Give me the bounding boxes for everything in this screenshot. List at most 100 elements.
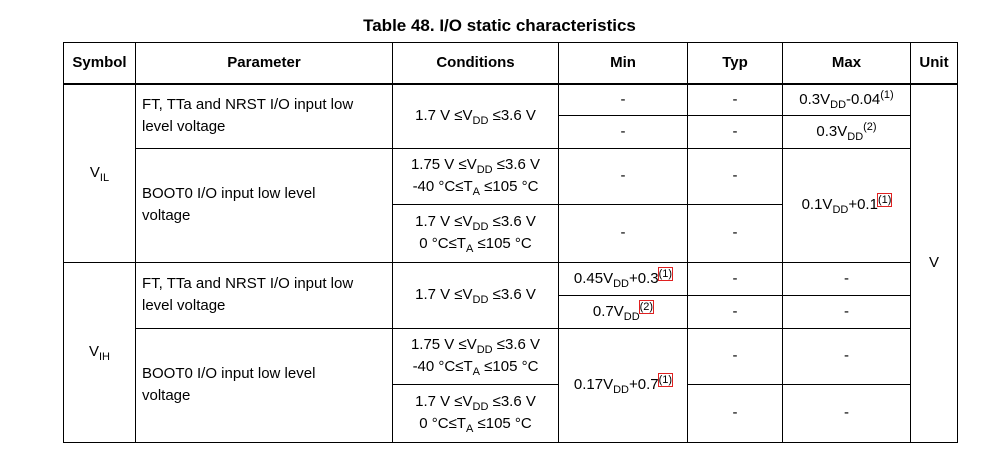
row: BOOT0 I/O input low level voltage 1.75 V … [64,147,958,263]
cell-line: VIH [70,341,129,363]
table-cell: 0.17VDD+0.7(1) [558,327,688,443]
table-cell: - [687,327,783,385]
cell-text: 0 °C≤T [419,235,466,252]
cell-text: +0.3 [629,269,659,287]
cell-line: 1.75 V ≤VDD ≤3.6 V [399,154,552,176]
cell-line: 1.75 V ≤VDD ≤3.6 V [399,334,552,356]
characteristics-table: Symbol Parameter Conditions Min Typ Max … [63,42,958,443]
cell-text: V [88,343,99,360]
cell-line: -40 °C≤TA ≤105 °C [399,176,552,198]
table-cell: 1.75 V ≤VDD ≤3.6 V -40 °C≤TA ≤105 °C [392,147,559,205]
subscript: IH [99,351,110,363]
cell-line: 1.7 V ≤VDD ≤3.6 V [399,105,552,127]
cell-text: 0 °C≤T [419,415,466,432]
table-cell: - [782,294,911,329]
cell-text: ≤105 °C [479,358,539,375]
cell-line: - [789,345,904,367]
cell-text: 1.75 V ≤V [410,336,477,353]
header-cell: Conditions [392,42,559,85]
cell-text: ≤3.6 V [492,336,541,353]
table-cell: - [558,114,688,149]
cell-text: 1.7 V ≤V [415,107,473,125]
header-cell: Parameter [135,42,393,85]
cell-text: level voltage [142,118,226,136]
cell-line: 0.3VDD(2) [789,121,904,143]
cell-text: - [732,224,738,241]
cell-line: V [917,252,951,274]
cell-text: level voltage [142,297,226,314]
cell-line: - [694,402,776,424]
cell-text: ≤105 °C [473,415,532,432]
table-cell: - [687,261,783,296]
subscript: IL [99,172,110,185]
table-cell: FT, TTa and NRST I/O input low level volt… [135,261,393,329]
cell-line: level voltage [142,295,386,317]
subscript: DD [613,384,629,396]
cell-line: 0.1VDD+0.1(1) [789,193,904,216]
cell-text: 0.7V [592,302,624,320]
cell-text: voltage [142,207,191,224]
cell-text: - [620,122,626,140]
cell-text: 0.45V [573,269,614,287]
cell-line: 1.7 V ≤VDD ≤3.6 V [399,211,552,233]
table-cell: - [687,147,783,205]
cell-text: 0.3V [816,122,848,140]
table-cell: V [910,83,958,443]
cell-line: FT, TTa and NRST I/O input low [142,94,386,116]
footnote-ref: (2) [638,299,655,314]
cell-line: 0.17VDD+0.7(1) [565,373,681,396]
cell-text: ≤105 °C [479,178,539,195]
table-cell: - [687,294,783,329]
cell-text: - [620,167,626,184]
cell-line: level voltage [142,116,386,138]
cell-line: 1.7 V ≤VDD ≤3.6 V [399,284,552,306]
cell-line: - [694,121,776,143]
cell-text: BOOT0 I/O input low level [142,185,316,202]
table-cell: - [687,83,783,116]
cell-line: - [694,222,776,244]
footnote-ref: (1) [880,88,894,101]
cell-line: - [694,165,776,187]
cell-text: ≤3.6 V [492,156,541,173]
cell-line: - [694,301,776,323]
cell-line: FT, TTa and NRST I/O input low [142,273,386,295]
cell-text: V [89,164,100,182]
subscript: A [465,243,474,255]
cell-text: FT, TTa and NRST I/O input low [142,275,354,292]
cell-text: - [732,90,738,108]
cell-text: 0.3V [799,90,831,108]
cell-text: +0.7 [629,376,659,393]
table-cell: - [782,327,911,385]
cell-line: 0 °C≤TA ≤105 °C [399,413,552,435]
cell-text: - [620,224,626,241]
cell-text: - [844,269,849,287]
cell-line: - [694,345,776,367]
row: VIH FT, TTa and NRST I/O input low level … [63,261,958,443]
cell-text: - [732,269,738,287]
table-cell: VIL [63,83,136,263]
cell-line: - [789,268,904,290]
table-cell: - [782,383,911,443]
subscript: A [465,423,474,435]
cell-text: - [732,302,738,320]
cell-text: voltage [142,387,191,404]
cell-line: 0 °C≤TA ≤105 °C [399,233,552,255]
header-cell: Symbol [63,42,136,85]
subscript: DD [830,98,847,111]
header-cell: Unit [910,42,958,85]
subscript: DD [613,277,629,290]
subscript: A [472,186,480,198]
subscript: DD [847,130,864,143]
cell-text: - [732,347,738,364]
row: VIL FT, TTa and NRST I/O input low level … [63,83,958,443]
cell-text: - [844,404,849,421]
table-cell: 0.45VDD+0.3(1) [558,261,688,296]
header-cell: Min [558,42,688,85]
cell-text: 1.75 V ≤V [410,156,477,173]
subscript: DD [472,221,489,233]
subscript: A [472,366,480,378]
footnote-ref: (1) [657,373,674,387]
